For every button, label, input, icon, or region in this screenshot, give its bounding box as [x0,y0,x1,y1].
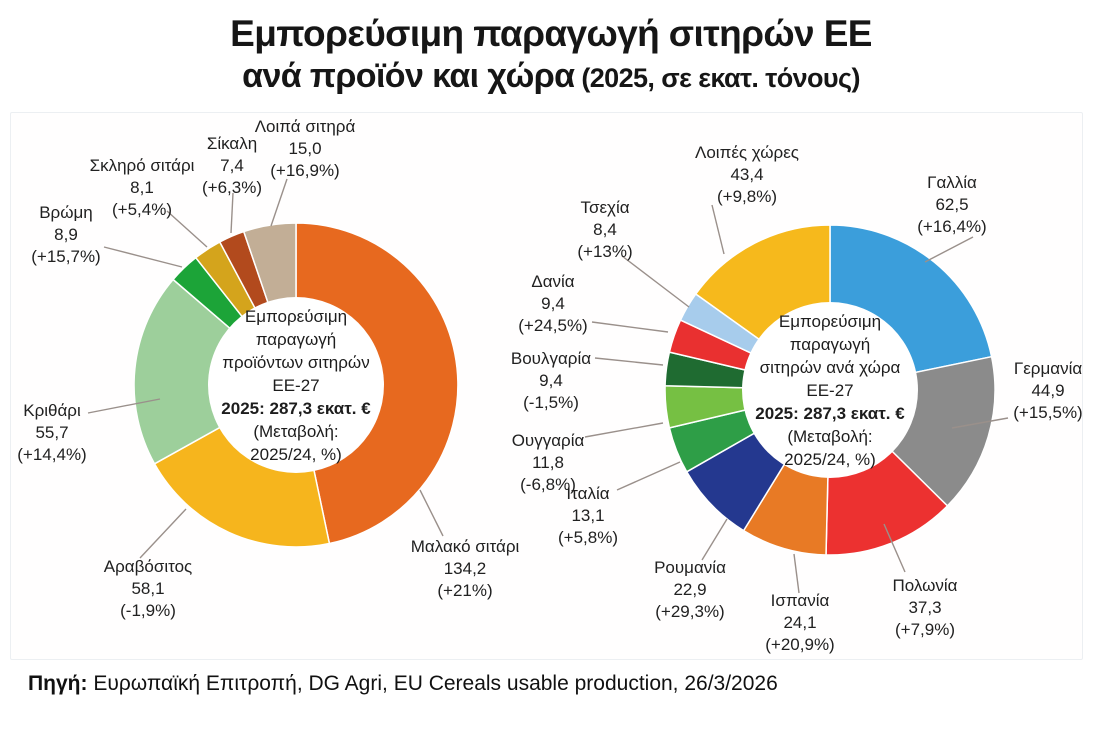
leader-line-Σκληρό σιτάρι [166,210,208,248]
leader-line-Γερμανία [951,417,1009,429]
page-title: Εμπορεύσιμη παραγωγή σιτηρών ΕΕ ανά προϊ… [0,12,1102,98]
source-text: Ευρωπαϊκή Επιτροπή, DG Agri, EU Cereals … [87,672,778,695]
leader-line-Ισπανία [793,553,800,594]
slice-label-Γαλλία: Γαλλία 62,5 (+16,4%) [917,173,986,236]
title-text-2: ανά προϊόν και χώρα [242,57,575,95]
slice-label-Αραβόσιτος: Αραβόσιτος 58,1 (-1,9%) [104,557,192,620]
leader-line-Μαλακό σιτάρι [419,489,444,537]
leader-line-Δανία [591,321,669,333]
slice-label-Γερμανία: Γερμανία 44,9 (+15,5%) [1013,359,1082,422]
slice-label-Βουλγαρία: Βουλγαρία 9,4 (-1,5%) [511,349,591,412]
leader-line-Τσεχία [621,255,690,308]
source-prefix: Πηγή: [28,672,88,695]
donut-center-text: Εμπορεύσιμη παραγωγή προϊόντων σιτηρών ΕΕ-2… [221,307,371,464]
title-subtext: (2025, σε εκατ. τόνους) [574,63,860,93]
slice-label-Πολωνία: Πολωνία 37,3 (+7,9%) [892,576,957,639]
slice-label-Ουγγαρία: Ουγγαρία 11,8 (-6,8%) [512,431,585,494]
slice-label-Τσεχία: Τσεχία 8,4 (+13%) [577,198,632,261]
products-donut: Εμπορεύσιμη παραγωγή προϊόντων σιτηρών ΕΕ-2… [17,117,519,620]
leader-line-Ιταλία [616,461,681,491]
leader-line-Βρώμη [103,246,183,268]
leader-line-Σίκαλη [230,192,234,234]
slice-label-Βρώμη: Βρώμη 8,9 (+15,7%) [31,203,100,266]
slice-label-Σίκαλη: Σίκαλη 7,4 (+6,3%) [202,134,262,197]
slice-label-Ρουμανία: Ρουμανία 22,9 (+29,3%) [654,558,726,621]
slice-label-Μαλακό σιτάρι: Μαλακό σιτάρι 134,2 (+21%) [411,537,520,600]
title-text-1: Εμπορεύσιμη παραγωγή σιτηρών ΕΕ [230,13,872,54]
slice-label-Λοιπές χώρες: Λοιπές χώρες 43,4 (+9,8%) [695,143,799,206]
slice-label-Ισπανία: Ισπανία 24,1 (+20,9%) [765,591,834,654]
leader-line-Κριθάρι [87,398,161,414]
donut-hole [742,302,918,478]
slice-label-Δανία: Δανία 9,4 (+24,5%) [518,272,587,335]
countries-donut: Εμπορεύσιμη παραγωγή σιτηρών ανά χώρα ΕΕ-27… [511,143,1083,654]
leader-line-Πολωνία [883,523,906,573]
slice-label-Λοιπά σιτηρά: Λοιπά σιτηρά 15,0 (+16,9%) [255,117,356,180]
slice-label-Ιταλία: Ιταλία 13,1 (+5,8%) [558,484,618,547]
leader-line-Βουλγαρία [594,357,664,366]
leader-line-Ρουμανία [701,518,728,561]
leader-line-Λοιπές χώρες [711,204,725,255]
source-note: Πηγή: Ευρωπαϊκή Επιτροπή, DG Agri, EU Ce… [28,672,778,696]
slice-label-Κριθάρι: Κριθάρι 55,7 (+14,4%) [17,401,86,464]
title-line-1: Εμπορεύσιμη παραγωγή σιτηρών ΕΕ [0,12,1102,56]
donut-charts: Εμπορεύσιμη παραγωγή προϊόντων σιτηρών ΕΕ-2… [17,117,1083,654]
slice-label-Σκληρό σιτάρι: Σκληρό σιτάρι 8,1 (+5,4%) [90,156,195,219]
leader-line-Αραβόσιτος [139,508,187,559]
leader-line-Λοιπά σιτηρά [270,178,288,227]
leader-line-Γαλλία [924,236,974,263]
donut-hole [208,297,384,473]
title-line-2: ανά προϊόν και χώρα (2025, σε εκατ. τόνο… [0,56,1102,98]
donut-center-text: Εμπορεύσιμη παραγωγή σιτηρών ανά χώρα ΕΕ-27… [755,312,905,469]
leader-line-Ουγγαρία [584,422,664,438]
